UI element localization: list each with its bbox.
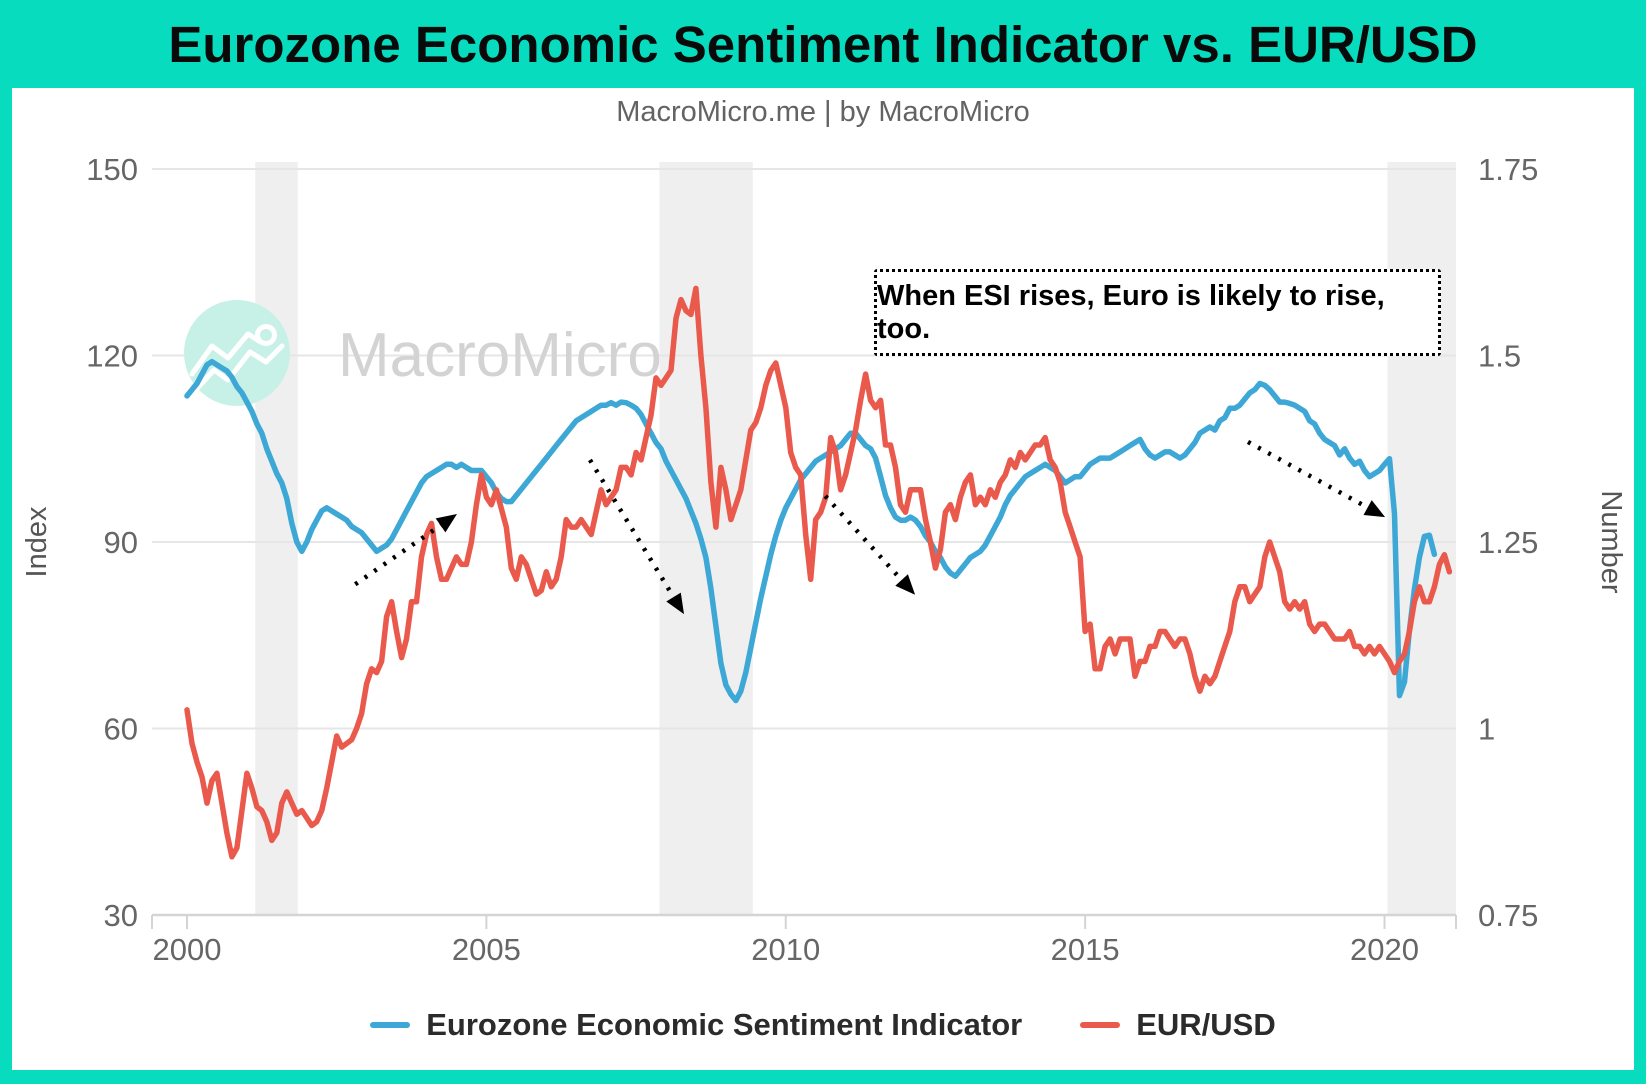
right-axis-tick-label: 1.5 xyxy=(1478,339,1521,374)
annotation-text: When ESI rises, Euro is likely to rise, … xyxy=(877,279,1385,345)
right-axis-tick-label: 0.75 xyxy=(1478,898,1538,933)
logo-zigzag-lower xyxy=(187,343,285,399)
trend-arrow xyxy=(588,458,684,615)
eurusd-line-swatch xyxy=(1080,1022,1121,1028)
annotation-callout: When ESI rises, Euro is likely to rise, … xyxy=(874,269,1441,356)
macromicro-watermark: MacroMicro xyxy=(184,300,662,406)
x-axis-tick-label: 2000 xyxy=(153,932,222,967)
logo-ring xyxy=(255,324,277,346)
chart-subtitle: MacroMicro.me | by MacroMicro xyxy=(616,96,1030,128)
left-axis-tick-label: 150 xyxy=(86,152,138,187)
recession-band xyxy=(255,162,298,915)
eurusd-line-series xyxy=(184,285,1453,860)
x-axis-tick-label: 2015 xyxy=(1051,932,1120,967)
trend-arrow-head xyxy=(666,592,684,615)
esi-line-series xyxy=(184,358,1438,704)
trend-arrow-shaft xyxy=(1246,439,1373,512)
left-axis-tick-label: 90 xyxy=(104,525,138,560)
left-axis-title: Index xyxy=(21,506,53,577)
watermark-text: MacroMicro xyxy=(338,321,662,390)
trend-arrow xyxy=(823,494,916,595)
esi-line-swatch xyxy=(370,1022,411,1028)
left-axis-tick-label: 60 xyxy=(104,712,138,747)
chart-legend: Eurozone Economic Sentiment Indicator EU… xyxy=(0,1000,1646,1050)
logo-zigzag-upper xyxy=(189,331,262,377)
eurusd-legend-label: EUR/USD xyxy=(1136,1007,1276,1042)
x-axis-tick-label: 2020 xyxy=(1350,932,1419,967)
trend-arrow xyxy=(353,514,457,587)
legend-item-eurusd[interactable]: EUR/USD xyxy=(1080,1007,1276,1043)
right-axis-tick-label: 1.25 xyxy=(1478,525,1538,560)
trend-arrow-shaft xyxy=(823,494,906,585)
x-axis-tick-label: 2005 xyxy=(452,932,521,967)
left-axis-tick-label: 120 xyxy=(86,339,138,374)
right-axis-tick-label: 1 xyxy=(1478,712,1495,747)
trend-arrow-head xyxy=(895,574,916,595)
trend-arrow-head xyxy=(1363,500,1386,518)
x-axis-tick-label: 2010 xyxy=(751,932,820,967)
esi-legend-label: Eurozone Economic Sentiment Indicator xyxy=(426,1007,1023,1042)
trend-arrow-head xyxy=(435,514,457,533)
title-bar: Eurozone Economic Sentiment Indicator vs… xyxy=(0,0,1646,88)
trend-arrow xyxy=(1246,439,1386,518)
right-axis-title: Number xyxy=(1595,490,1627,593)
legend-item-esi[interactable]: Eurozone Economic Sentiment Indicator xyxy=(370,1007,1022,1043)
page-title: Eurozone Economic Sentiment Indicator vs… xyxy=(168,15,1478,73)
left-axis-tick-label: 30 xyxy=(104,898,138,933)
right-axis-tick-label: 1.75 xyxy=(1478,152,1538,187)
recession-band xyxy=(659,162,753,915)
trend-arrow-shaft xyxy=(588,458,678,602)
